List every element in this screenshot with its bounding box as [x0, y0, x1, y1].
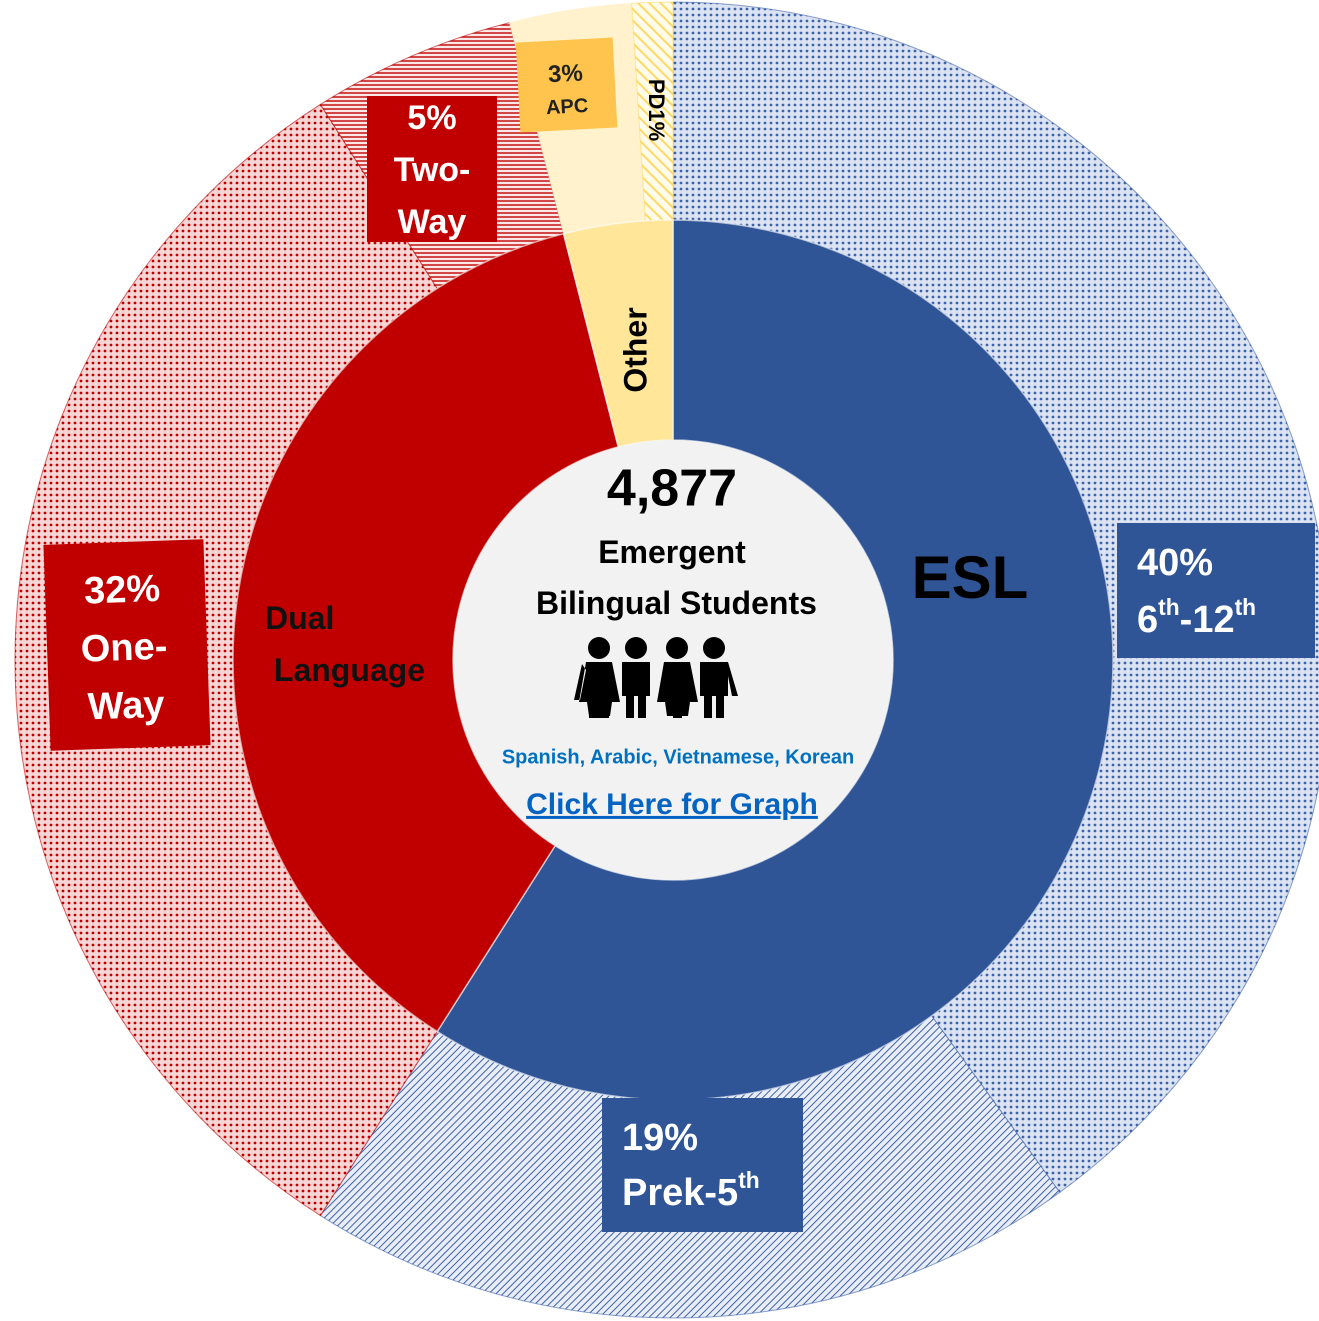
- value-label: 5%: [407, 99, 456, 137]
- label-box: [367, 96, 497, 242]
- outer-label: PD1%: [644, 79, 669, 141]
- value-label: 40%: [1137, 542, 1213, 584]
- total: 4,877: [607, 460, 737, 518]
- label-box: [515, 37, 618, 133]
- languages: Spanish, Arabic, Vietnamese, Korean: [502, 746, 854, 768]
- pd-label-part: PD: [644, 79, 669, 110]
- value-label: 3%: [547, 59, 583, 88]
- outer-label: 32% One-Way: [43, 539, 211, 751]
- value-label: 32%: [83, 568, 160, 613]
- people-icon: [574, 637, 738, 718]
- category-label: One-Way: [80, 626, 170, 729]
- label-box: [1117, 523, 1315, 658]
- center-disc: [453, 440, 893, 880]
- inner-label: Dual Language: [265, 600, 425, 688]
- outer-label: 3% APC: [515, 37, 618, 133]
- label-box: [602, 1098, 803, 1232]
- outer-label: 40% 6th-12th: [1117, 523, 1315, 658]
- center-title: Emergent Bilingual Students: [527, 534, 817, 621]
- rings: [14, 1, 1319, 1319]
- graph-link[interactable]: Click Here for Graph: [526, 788, 818, 821]
- value-label: 19%: [622, 1117, 698, 1159]
- category-label: 6th-12th: [1137, 594, 1256, 641]
- inner-label: ESL: [912, 544, 1029, 611]
- label-box: [43, 539, 211, 751]
- inner-label: Other: [617, 307, 653, 392]
- category-label: Two-Way: [394, 151, 471, 241]
- outer-label: 5% Two-Way: [367, 96, 497, 242]
- pd-label-part: 1%: [644, 109, 669, 141]
- category-label: Prek-5th: [622, 1167, 760, 1214]
- category-label: APC: [546, 95, 589, 119]
- outer-label: 19% Prek-5th: [602, 1098, 803, 1232]
